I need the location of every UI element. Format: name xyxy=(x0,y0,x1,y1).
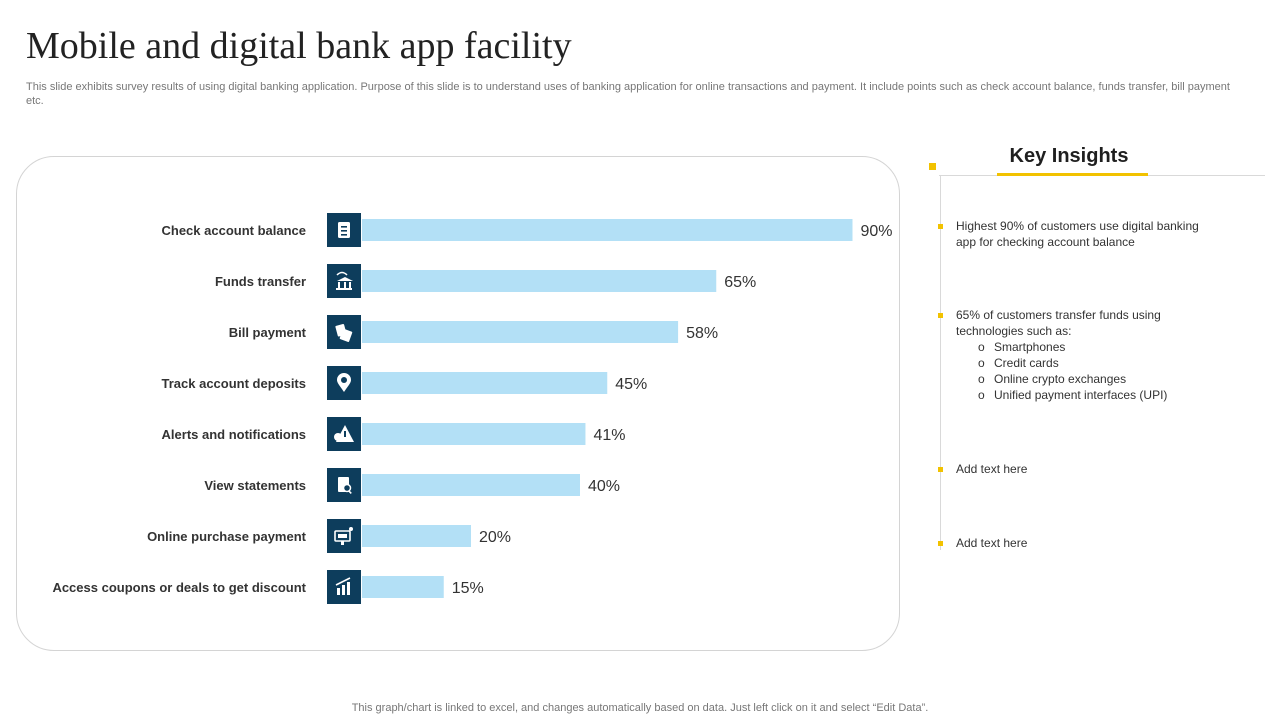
glyph-shape xyxy=(347,582,350,595)
category-label: Check account balance xyxy=(162,223,307,238)
glyph-shape xyxy=(339,328,353,342)
glyph-shape xyxy=(338,282,340,288)
category-label: Track account deposits xyxy=(162,376,307,391)
category-label: View statements xyxy=(204,478,306,493)
glyph-shape xyxy=(341,230,347,232)
glyph-shape xyxy=(337,588,340,595)
value-label: 40% xyxy=(588,478,620,495)
category-label: Alerts and notifications xyxy=(162,427,306,442)
glyph-shape xyxy=(334,433,342,441)
page-title: Mobile and digital bank app facility xyxy=(26,25,572,67)
bar xyxy=(362,576,444,598)
glyph-shape xyxy=(338,534,347,538)
online-shop-icon xyxy=(327,519,361,553)
category-label: Access coupons or deals to get discount xyxy=(52,580,306,595)
page-subtitle: This slide exhibits survey results of us… xyxy=(26,81,1230,107)
value-label: 20% xyxy=(479,529,511,546)
value-label: 41% xyxy=(593,427,625,444)
insight-bullet xyxy=(938,541,943,546)
chart-card xyxy=(16,156,900,651)
value-label: 65% xyxy=(724,274,756,291)
insight-item-2: 65% of customers transfer funds using te… xyxy=(956,307,1216,403)
glyph-shape xyxy=(341,377,347,383)
category-label: Online purchase payment xyxy=(147,529,307,544)
bar xyxy=(362,219,853,241)
insight-bullet xyxy=(938,224,943,229)
insight-item-1: Highest 90% of customers use digital ban… xyxy=(956,219,1199,249)
insight-subitem: Smartphones xyxy=(978,339,1216,355)
glyph-shape xyxy=(344,431,346,437)
glyph-shape xyxy=(349,527,353,531)
insight-item-3: Add text here xyxy=(956,462,1028,476)
footer-note: This graph/chart is linked to excel, and… xyxy=(351,702,929,714)
bar xyxy=(362,474,580,496)
category-label: Bill payment xyxy=(229,325,307,340)
glyph-shape xyxy=(341,226,347,228)
insight-subitem: Online crypto exchanges xyxy=(978,371,1216,387)
insights-title-underline xyxy=(997,173,1148,176)
alert-warning-icon xyxy=(327,417,361,451)
bank-transfer-icon xyxy=(327,264,361,298)
bar xyxy=(362,321,679,343)
glyph-shape xyxy=(342,483,352,493)
glyph-shape xyxy=(349,282,351,288)
glyph-shape xyxy=(341,234,347,236)
value-label: 45% xyxy=(615,376,647,393)
glyph-shape xyxy=(347,490,352,494)
bills-icon xyxy=(327,315,361,349)
insight-subitem: Credit cards xyxy=(978,355,1216,371)
bar xyxy=(362,525,471,547)
insights-timeline xyxy=(940,176,941,550)
insight-item-2-text: 65% of customers transfer funds using te… xyxy=(956,308,1161,338)
glyph-shape xyxy=(342,585,345,595)
glyph-shape xyxy=(335,577,351,586)
glyph-shape xyxy=(337,277,353,281)
statement-search-icon xyxy=(327,468,361,502)
bar xyxy=(362,372,608,394)
glyph-shape xyxy=(336,288,352,290)
glyph-shape xyxy=(341,541,344,545)
bar xyxy=(362,270,717,292)
insight-sublist: Smartphones Credit cards Online crypto e… xyxy=(956,339,1216,403)
insight-item-4: Add text here xyxy=(956,536,1028,550)
glyph-shape xyxy=(336,271,348,276)
clipboard-icon xyxy=(327,213,361,247)
bar xyxy=(362,423,586,445)
insights-marker xyxy=(929,163,936,170)
bar-chart[interactable]: Check account balance 90% Funds transfer 65… xyxy=(0,0,900,660)
location-pin-icon xyxy=(327,366,361,400)
insight-bullet xyxy=(938,313,943,318)
value-label: 58% xyxy=(686,325,718,342)
glyph-shape xyxy=(344,282,346,288)
value-label: 90% xyxy=(861,223,893,240)
insights-title: Key Insights xyxy=(1009,145,1129,167)
category-label: Funds transfer xyxy=(215,274,306,289)
insight-subitem: Unified payment interfaces (UPI) xyxy=(978,387,1216,403)
insight-bullet xyxy=(938,467,943,472)
growth-chart-icon xyxy=(327,570,361,604)
value-label: 15% xyxy=(452,580,484,597)
